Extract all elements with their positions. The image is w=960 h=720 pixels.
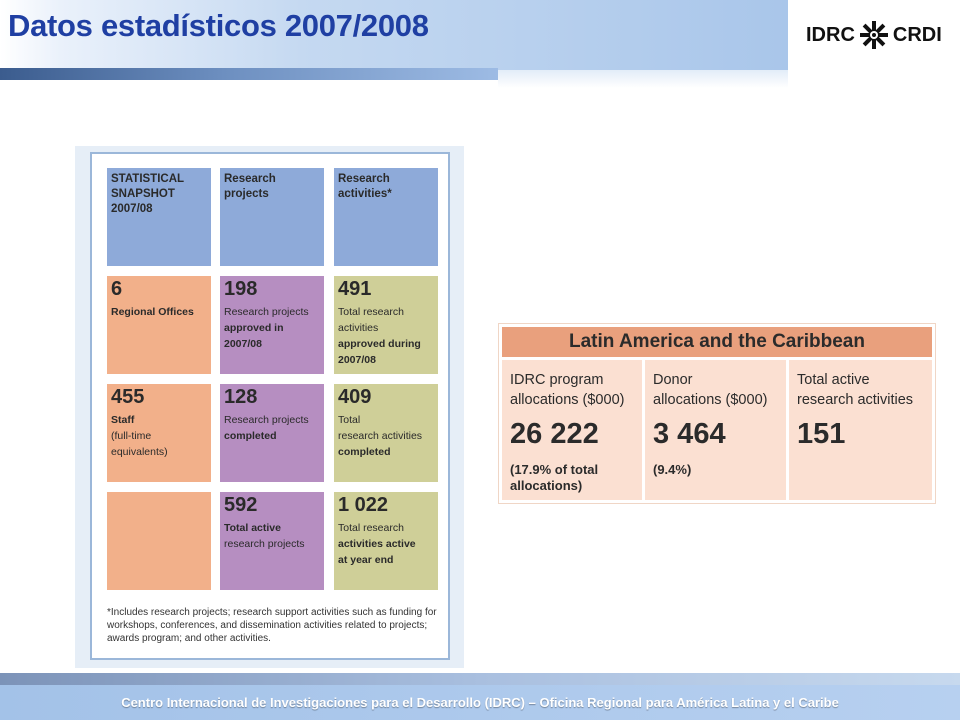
footer-stripe [0, 673, 960, 685]
snapshot-footnote: *Includes research projects; research su… [107, 607, 437, 644]
snapshot-cell: 491 Total research activities approved d… [334, 276, 438, 374]
idrc-star-icon [859, 21, 888, 49]
snapshot-cell: 198 Research projects approved in 2007/0… [220, 276, 324, 374]
cell-value: 455 [111, 386, 145, 408]
la-note: (17.9% of total allocations) [510, 462, 598, 494]
logo-left-text: IDRC [806, 23, 855, 46]
la-column-idrc: IDRC program allocations ($000) 26 222 (… [502, 360, 642, 500]
la-label-line: Donor [653, 372, 693, 388]
cell-line: activities [338, 322, 379, 334]
cell-text: Staff (full-time equivalents) [111, 412, 168, 460]
footer-text: Centro Internacional de Investigaciones … [121, 695, 839, 710]
snapshot-cell: 128 Research projects completed [220, 384, 324, 482]
cell-line: Total research [338, 522, 404, 534]
header-fade [498, 70, 788, 88]
cell-line: 2007/08 [338, 354, 376, 366]
cell-line: (full-time [111, 430, 152, 442]
cell-line: approved in [224, 322, 284, 334]
cell-line: approved during [338, 338, 421, 350]
snapshot-header-label: Research activities* [338, 173, 392, 200]
cell-line: activities active [338, 538, 416, 550]
snapshot-header-label: STATISTICAL SNAPSHOT 2007/08 [111, 173, 184, 215]
la-value: 151 [797, 418, 846, 450]
cell-text: Total research activities approved durin… [338, 304, 421, 368]
cell-value: 491 [338, 278, 372, 300]
cell-line: Research projects [224, 306, 309, 318]
cell-text: Total research activities active at year… [338, 520, 416, 568]
cell-text: Research projects completed [224, 412, 309, 444]
la-note-line: (17.9% of total [510, 462, 599, 477]
snapshot-cell: 455 Staff (full-time equivalents) [107, 384, 211, 482]
la-label-line: IDRC program [510, 372, 604, 388]
cell-line: Total research [338, 306, 404, 318]
snapshot-cell: 592 Total active research projects [220, 492, 324, 590]
cell-line: Total [338, 414, 361, 426]
la-label-line: allocations ($000) [510, 392, 625, 408]
cell-text: Total active research projects [224, 520, 305, 552]
header-bar [0, 0, 788, 70]
snapshot-cell-empty [107, 492, 211, 590]
footer: Centro Internacional de Investigaciones … [0, 673, 960, 720]
latin-america-table: Latin America and the Caribbean IDRC pro… [498, 323, 936, 504]
cell-text: Regional Offices [111, 304, 194, 320]
slide-title: Datos estadísticos 2007/2008 [8, 8, 429, 43]
footer-band [0, 685, 960, 720]
la-note-line: allocations) [510, 478, 583, 493]
latin-america-title: Latin America and the Caribbean [502, 327, 932, 357]
snapshot-header-2: Research projects [220, 168, 324, 266]
la-label-line: Total active [797, 372, 870, 388]
snapshot-header-1: STATISTICAL SNAPSHOT 2007/08 [107, 168, 211, 266]
cell-line: Total active [224, 522, 281, 534]
cell-line: Staff [111, 414, 135, 426]
la-column-donor: Donor allocations ($000) 3 464 (9.4%) [645, 360, 786, 500]
cell-line: completed [338, 446, 391, 458]
cell-value: 128 [224, 386, 258, 408]
la-value: 26 222 [510, 418, 599, 450]
la-label: Total active research activities [797, 370, 913, 410]
cell-value: 198 [224, 278, 258, 300]
la-note-line: (9.4%) [653, 462, 692, 477]
cell-text: Research projects approved in 2007/08 [224, 304, 309, 352]
idrc-logo: IDRC CRDI [806, 18, 942, 52]
cell-line: research activities [338, 430, 423, 442]
la-label: Donor allocations ($000) [653, 370, 767, 410]
la-value: 3 464 [653, 418, 726, 450]
snapshot-frame: STATISTICAL SNAPSHOT 2007/08 Research pr… [90, 152, 450, 660]
cell-value: 1 022 [338, 494, 389, 516]
cell-line: 2007/08 [224, 338, 262, 350]
cell-value: 6 [111, 278, 123, 300]
cell-value: 592 [224, 494, 258, 516]
la-note: (9.4%) [653, 462, 691, 478]
cell-value: 409 [338, 386, 372, 408]
snapshot-header-label: Research projects [224, 173, 276, 200]
header-stripe [0, 68, 498, 80]
snapshot-header-3: Research activities* [334, 168, 438, 266]
snapshot-cell: 1 022 Total research activities active a… [334, 492, 438, 590]
statistical-snapshot: STATISTICAL SNAPSHOT 2007/08 Research pr… [75, 146, 464, 668]
snapshot-cell: 409 Total research activities completed [334, 384, 438, 482]
la-label: IDRC program allocations ($000) [510, 370, 624, 410]
cell-line: research projects [224, 538, 305, 550]
cell-line: completed [224, 430, 277, 442]
cell-line: Research projects [224, 414, 309, 426]
cell-line: at year end [338, 554, 394, 566]
la-label-line: research activities [797, 392, 914, 408]
cell-text: Total research activities completed [338, 412, 422, 460]
cell-line: Regional Offices [111, 306, 194, 318]
la-label-line: allocations ($000) [653, 392, 768, 408]
la-column-activities: Total active research activities 151 [789, 360, 932, 500]
snapshot-cell: 6 Regional Offices [107, 276, 211, 374]
logo-right-text: CRDI [892, 23, 942, 46]
cell-line: equivalents) [111, 446, 168, 458]
